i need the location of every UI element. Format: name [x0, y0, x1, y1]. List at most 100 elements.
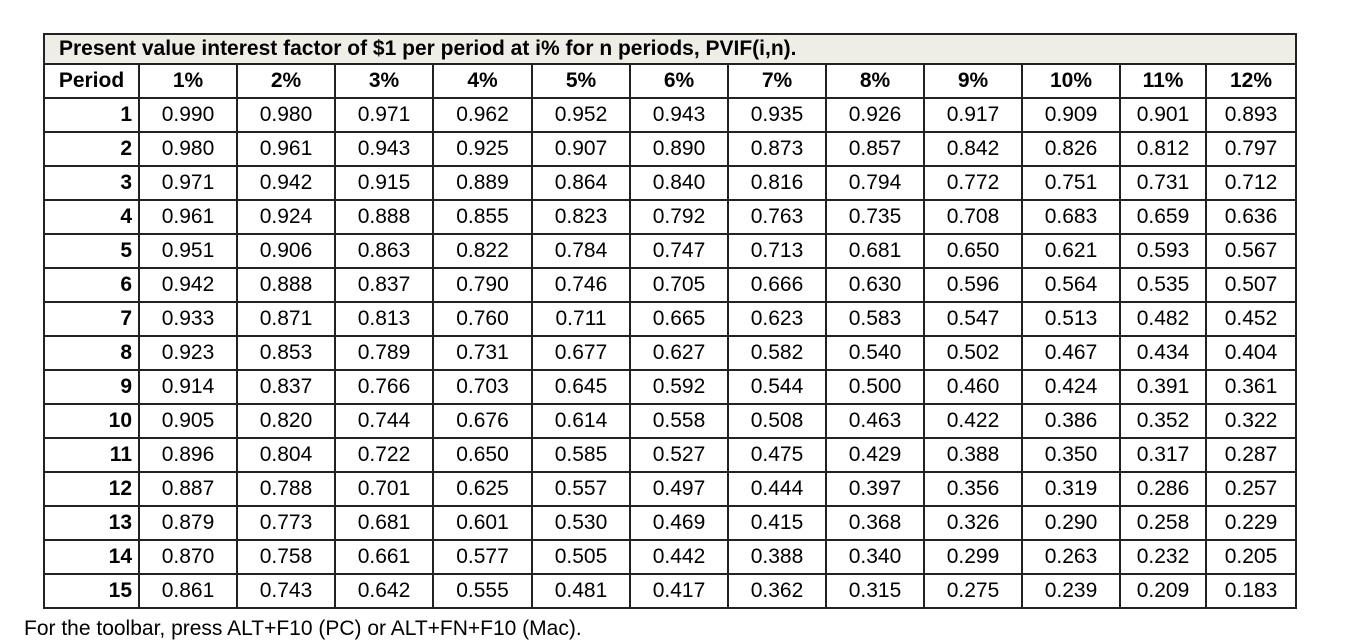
factor-cell: 0.906	[236, 233, 336, 269]
period-cell: 3	[43, 165, 140, 201]
factor-cell: 0.659	[1119, 199, 1207, 235]
factor-cell: 0.577	[432, 539, 533, 575]
header-row: Period 1% 2% 3% 4% 5% 6% 7% 8% 9% 10% 11% 12%	[43, 63, 1297, 99]
factor-cell: 0.527	[629, 437, 729, 473]
factor-cell: 0.842	[923, 131, 1023, 167]
factor-cell: 0.558	[629, 403, 729, 439]
factor-cell: 0.857	[825, 131, 925, 167]
table-container: Present value interest factor of $1 per …	[43, 33, 1297, 609]
factor-cell: 0.683	[1021, 199, 1121, 235]
period-cell: 1	[43, 97, 140, 133]
factor-cell: 0.530	[531, 505, 631, 541]
factor-cell: 0.703	[432, 369, 533, 405]
table-row: 12 0.887 0.788 0.701 0.625 0.557 0.497 0.444 0.3…	[43, 471, 1297, 507]
factor-cell: 0.888	[334, 199, 434, 235]
period-cell: 11	[43, 437, 140, 473]
factor-cell: 0.797	[1205, 131, 1297, 167]
factor-cell: 0.397	[825, 471, 925, 507]
factor-cell: 0.681	[825, 233, 925, 269]
factor-cell: 0.582	[727, 335, 827, 371]
factor-cell: 0.326	[923, 505, 1023, 541]
rate-header: 7%	[727, 63, 827, 99]
factor-cell: 0.322	[1205, 403, 1297, 439]
rate-header: 12%	[1205, 63, 1297, 99]
factor-cell: 0.943	[629, 97, 729, 133]
factor-cell: 0.585	[531, 437, 631, 473]
factor-cell: 0.661	[334, 539, 434, 575]
factor-cell: 0.701	[334, 471, 434, 507]
factor-cell: 0.623	[727, 301, 827, 337]
factor-cell: 0.751	[1021, 165, 1121, 201]
factor-cell: 0.746	[531, 267, 631, 303]
factor-cell: 0.444	[727, 471, 827, 507]
period-cell: 12	[43, 471, 140, 507]
factor-cell: 0.257	[1205, 471, 1297, 507]
rate-header: 10%	[1021, 63, 1121, 99]
factor-cell: 0.183	[1205, 573, 1297, 609]
factor-cell: 0.547	[923, 301, 1023, 337]
factor-cell: 0.708	[923, 199, 1023, 235]
factor-cell: 0.917	[923, 97, 1023, 133]
factor-cell: 0.962	[432, 97, 533, 133]
table-row: 9 0.914 0.837 0.766 0.703 0.645 0.592 0.544 0.50…	[43, 369, 1297, 405]
factor-cell: 0.467	[1021, 335, 1121, 371]
factor-cell: 0.627	[629, 335, 729, 371]
factor-cell: 0.837	[236, 369, 336, 405]
factor-cell: 0.502	[923, 335, 1023, 371]
factor-cell: 0.873	[727, 131, 827, 167]
table-row: 5 0.951 0.906 0.863 0.822 0.784 0.747 0.713 0.68…	[43, 233, 1297, 269]
factor-cell: 0.766	[334, 369, 434, 405]
factor-cell: 0.713	[727, 233, 827, 269]
factor-cell: 0.583	[825, 301, 925, 337]
factor-cell: 0.287	[1205, 437, 1297, 473]
table-body: 1 0.990 0.980 0.971 0.962 0.952 0.943 0.935 0.92…	[43, 97, 1297, 609]
factor-cell: 0.901	[1119, 97, 1207, 133]
table-row: 4 0.961 0.924 0.888 0.855 0.823 0.792 0.763 0.73…	[43, 199, 1297, 235]
factor-cell: 0.592	[629, 369, 729, 405]
factor-cell: 0.513	[1021, 301, 1121, 337]
factor-cell: 0.871	[236, 301, 336, 337]
factor-cell: 0.505	[531, 539, 631, 575]
table-row: 2 0.980 0.961 0.943 0.925 0.907 0.890 0.873 0.85…	[43, 131, 1297, 167]
factor-cell: 0.482	[1119, 301, 1207, 337]
factor-cell: 0.263	[1021, 539, 1121, 575]
factor-cell: 0.772	[923, 165, 1023, 201]
factor-cell: 0.923	[138, 335, 238, 371]
table-row: 6 0.942 0.888 0.837 0.790 0.746 0.705 0.666 0.63…	[43, 267, 1297, 303]
factor-cell: 0.500	[825, 369, 925, 405]
factor-cell: 0.990	[138, 97, 238, 133]
factor-cell: 0.645	[531, 369, 631, 405]
factor-cell: 0.508	[727, 403, 827, 439]
factor-cell: 0.614	[531, 403, 631, 439]
factor-cell: 0.317	[1119, 437, 1207, 473]
factor-cell: 0.497	[629, 471, 729, 507]
table-row: 15 0.861 0.743 0.642 0.555 0.481 0.417 0.362 0.3…	[43, 573, 1297, 609]
factor-cell: 0.961	[236, 131, 336, 167]
factor-cell: 0.792	[629, 199, 729, 235]
factor-cell: 0.820	[236, 403, 336, 439]
table-row: 13 0.879 0.773 0.681 0.601 0.530 0.469 0.415 0.3…	[43, 505, 1297, 541]
factor-cell: 0.299	[923, 539, 1023, 575]
factor-cell: 0.460	[923, 369, 1023, 405]
factor-cell: 0.386	[1021, 403, 1121, 439]
factor-cell: 0.650	[923, 233, 1023, 269]
period-cell: 5	[43, 233, 140, 269]
rate-header: 11%	[1119, 63, 1207, 99]
rate-header: 9%	[923, 63, 1023, 99]
factor-cell: 0.933	[138, 301, 238, 337]
factor-cell: 0.813	[334, 301, 434, 337]
factor-cell: 0.567	[1205, 233, 1297, 269]
period-cell: 6	[43, 267, 140, 303]
factor-cell: 0.887	[138, 471, 238, 507]
footer-note: For the toolbar, press ALT+F10 (PC) or A…	[24, 617, 582, 640]
factor-cell: 0.625	[432, 471, 533, 507]
factor-cell: 0.232	[1119, 539, 1207, 575]
table-row: 10 0.905 0.820 0.744 0.676 0.614 0.558 0.508 0.4…	[43, 403, 1297, 439]
table-row: 1 0.990 0.980 0.971 0.962 0.952 0.943 0.935 0.92…	[43, 97, 1297, 133]
factor-cell: 0.812	[1119, 131, 1207, 167]
factor-cell: 0.826	[1021, 131, 1121, 167]
factor-cell: 0.205	[1205, 539, 1297, 575]
period-cell: 14	[43, 539, 140, 575]
factor-cell: 0.758	[236, 539, 336, 575]
factor-cell: 0.429	[825, 437, 925, 473]
